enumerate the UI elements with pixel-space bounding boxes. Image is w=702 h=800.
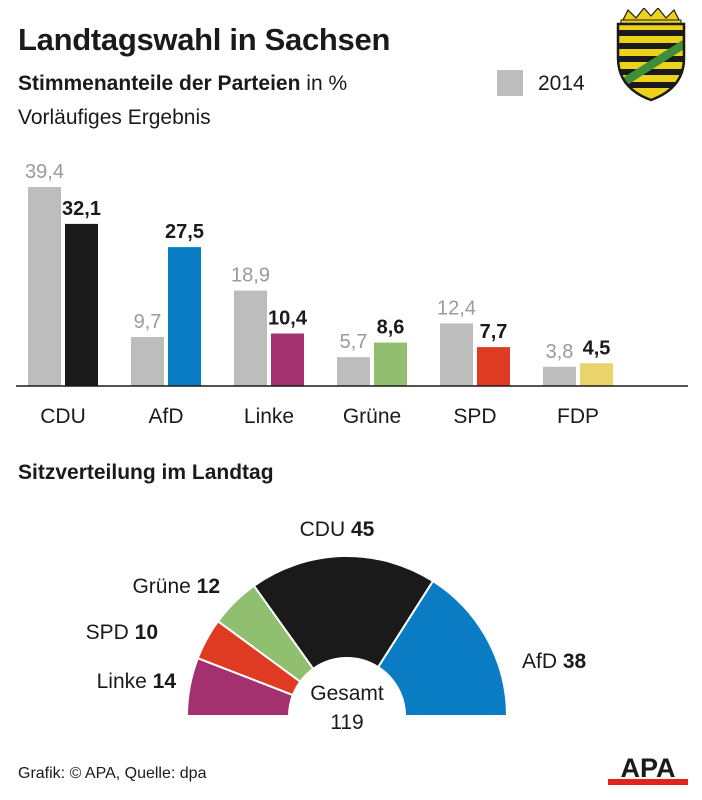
source-credit: Grafik: © APA, Quelle: dpa	[18, 765, 207, 782]
value-label-current-spd: 7,7	[480, 321, 508, 343]
seat-label-gruene: Grüne 12	[132, 575, 220, 598]
bar-current-fdp	[580, 363, 613, 386]
value-label-2014-cdu: 39,4	[25, 161, 64, 183]
value-label-current-fdp: 4,5	[583, 337, 611, 359]
bar-current-gruene	[374, 342, 407, 386]
seat-total-value: 119	[330, 711, 363, 734]
value-label-current-afd: 27,5	[165, 221, 204, 243]
bar-2014-gruene	[337, 357, 370, 386]
value-label-2014-afd: 9,7	[134, 311, 162, 333]
seat-distribution-heading: Sitzverteilung im Landtag	[18, 461, 274, 484]
seat-label-party-spd: SPD	[86, 621, 135, 644]
page-title: Landtagswahl in Sachsen	[18, 22, 391, 57]
category-label-linke: Linke	[244, 405, 294, 428]
value-label-2014-linke: 18,9	[231, 265, 270, 287]
category-label-afd: AfD	[148, 405, 183, 428]
category-label-fdp: FDP	[557, 405, 599, 428]
value-label-2014-spd: 12,4	[437, 297, 476, 319]
seat-label-afd: AfD 38	[522, 650, 587, 673]
value-label-2014-gruene: 5,7	[340, 331, 368, 353]
bar-2014-fdp	[543, 366, 576, 386]
saxony-coat-of-arms-icon	[616, 8, 686, 102]
bar-current-linke	[271, 333, 304, 386]
seat-label-cdu: CDU 45	[300, 518, 375, 541]
bar-2014-linke	[234, 290, 267, 386]
value-label-current-cdu: 32,1	[62, 198, 101, 220]
value-label-current-gruene: 8,6	[377, 317, 405, 339]
seat-label-count-spd: 10	[135, 621, 158, 644]
category-label-gruene: Grüne	[343, 405, 401, 428]
vote-share-bar-chart: 39,4 32,1 CDU 9,7 27,5 AfD 18,9 10,4 Linke 5,7 8,6…	[16, 161, 688, 428]
category-label-cdu: CDU	[40, 405, 86, 428]
svg-text:APA: APA	[620, 753, 675, 783]
seat-slice-afd	[376, 579, 509, 717]
seat-slice-cdu	[252, 555, 435, 671]
seat-label-linke: Linke 14	[97, 670, 177, 693]
seat-label-count-afd: 38	[563, 650, 587, 673]
seat-label-spd: SPD 10	[86, 621, 158, 644]
seat-label-count-gruene: 12	[197, 575, 220, 598]
bar-2014-cdu	[28, 187, 61, 386]
seat-distribution-half-donut: Linke 14 SPD 10 Grüne 12 CDU 45 AfD 38 Gesamt…	[86, 518, 587, 734]
bar-2014-spd	[440, 323, 473, 386]
result-note: Vorläufiges Ergebnis	[18, 106, 211, 129]
legend-swatch-2014	[497, 70, 523, 96]
value-label-current-linke: 10,4	[268, 307, 308, 329]
seat-label-count-cdu: 45	[351, 518, 375, 541]
bar-2014-afd	[131, 337, 164, 386]
seat-label-party-cdu: CDU	[300, 518, 351, 541]
chart-subtitle: Stimmenanteile der Parteien in %	[18, 72, 347, 96]
apa-logo: APA	[608, 753, 688, 785]
legend-label-2014: 2014	[538, 72, 585, 95]
seat-label-count-linke: 14	[153, 670, 177, 693]
subtitle-bold: Stimmenanteile der Parteien	[18, 72, 301, 95]
value-label-2014-fdp: 3,8	[546, 341, 574, 363]
seat-total-label: Gesamt	[310, 682, 384, 705]
subtitle-unit: in %	[300, 72, 348, 95]
bar-current-cdu	[65, 223, 98, 386]
bar-current-spd	[477, 347, 510, 386]
seat-label-party-gruene: Grüne	[132, 575, 196, 598]
bar-current-afd	[168, 247, 201, 386]
seat-label-party-linke: Linke	[97, 670, 153, 693]
category-label-spd: SPD	[453, 405, 496, 428]
seat-label-party-afd: AfD	[522, 650, 563, 673]
